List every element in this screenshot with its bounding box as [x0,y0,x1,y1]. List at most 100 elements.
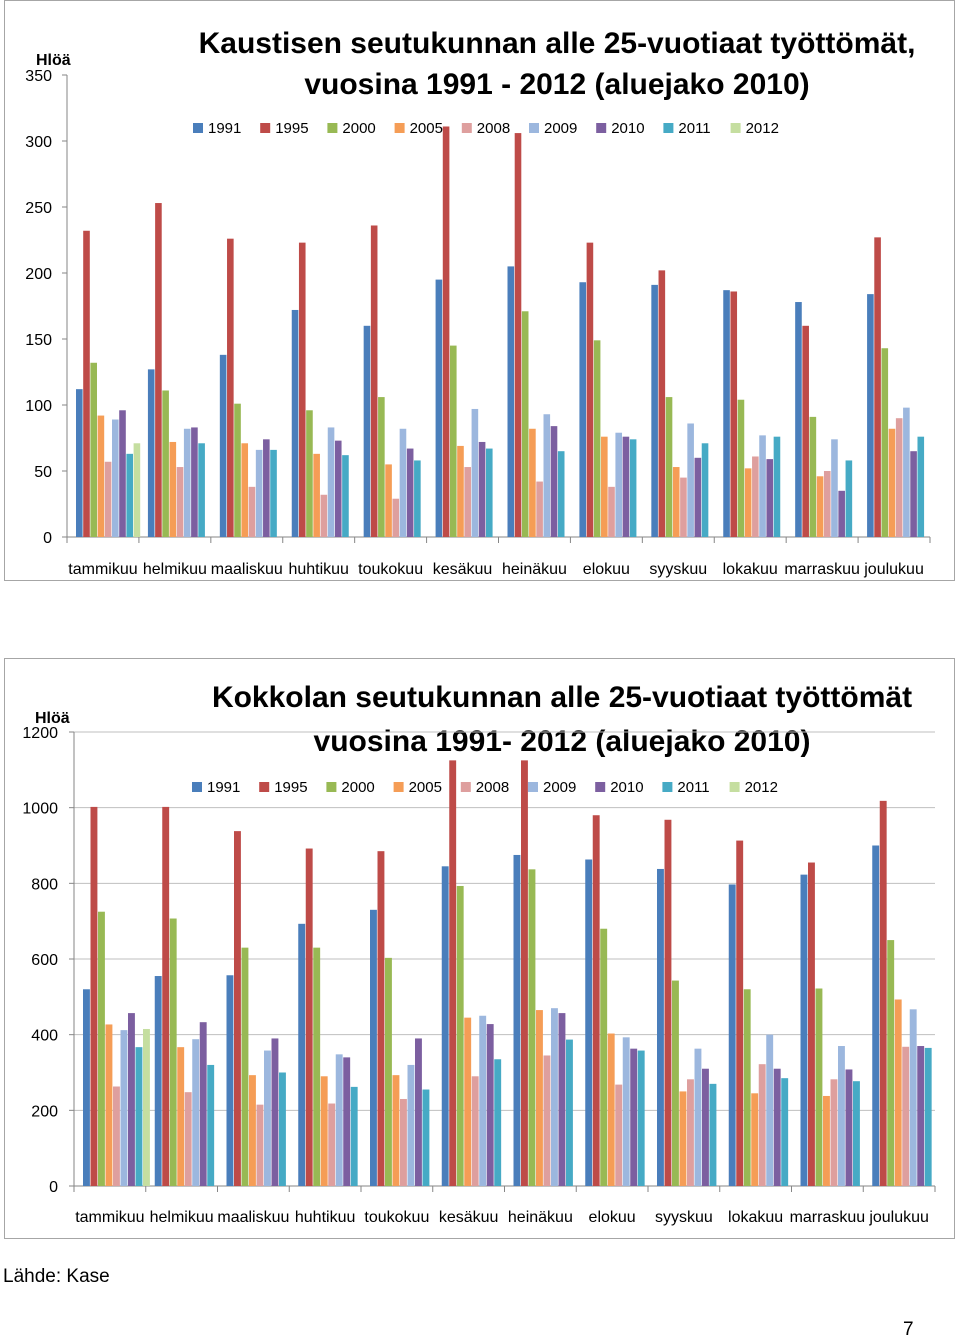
bar-2011 [494,1059,502,1186]
bar-2010 [702,1068,709,1186]
bar-2011 [566,1039,573,1186]
legend-swatch [193,123,203,133]
legend-label: 2008 [476,779,509,796]
legend-swatch [394,123,405,133]
y-axis-label: Hlöä [36,52,71,69]
y-axis-label: Hlöä [35,710,70,727]
x-tick-label: tammikuu [75,1209,144,1226]
bar-1991 [585,859,593,1186]
bar-2010 [128,1013,135,1186]
x-tick-label: toukokuu [364,1209,429,1226]
bar-2011 [279,1072,286,1186]
bar-1995 [658,270,666,537]
x-tick-label: maaliskuu [217,1209,289,1226]
bar-2011 [198,443,205,537]
bar-1995 [521,760,528,1186]
bar-2000 [306,410,313,537]
bar-2012 [133,443,141,537]
bar-2009 [407,1064,415,1186]
bar-2005 [888,428,896,537]
bar-2008 [113,1086,120,1186]
bar-1995 [298,242,306,537]
bar-1995 [377,851,385,1186]
bar-2008 [320,494,328,537]
legend-swatch [595,782,606,792]
bar-1995 [155,203,162,538]
y-tick-label: 150 [25,332,52,349]
bar-2005 [607,1033,615,1186]
bar-2011 [709,1083,717,1186]
bar-2000 [528,869,536,1186]
bar-2009 [766,1034,774,1186]
x-tick-label: syyskuu [655,1209,713,1226]
bar-2011 [773,436,781,537]
bar-2009 [112,419,119,537]
bar-1991 [507,266,515,537]
y-tick-label: 1200 [22,725,58,742]
bar-2011 [270,449,277,537]
legend-label: 2000 [341,779,374,796]
bar-2010 [630,1048,638,1186]
bar-1991 [513,854,521,1186]
bar-2009 [264,1050,271,1186]
bar-2010 [119,410,126,537]
bar-1995 [592,815,600,1186]
bar-2005 [392,1075,400,1186]
bar-1995 [664,819,672,1186]
bar-1995 [83,230,90,537]
bar-2010 [263,439,270,537]
bar-2000 [378,397,385,537]
y-tick-label: 100 [25,398,52,415]
bar-2011 [845,460,853,537]
bar-1991 [435,279,443,537]
x-tick-label: lokakuu [723,561,778,578]
bar-2009 [759,435,766,537]
bar-2010 [550,426,558,537]
bar-2009 [838,1046,845,1186]
bar-2011 [207,1064,215,1186]
x-tick-label: joulukuu [868,1209,929,1226]
chart-title-line-2: vuosina 1991 - 2012 (aluejako 2010) [304,68,809,101]
bar-1995 [808,862,815,1186]
legend-label: 1991 [208,120,241,137]
bar-2008 [464,467,471,537]
bar-2008 [104,461,112,537]
bar-2008 [543,1055,551,1186]
bar-1991 [657,868,664,1186]
x-tick-label: helmikuu [150,1209,214,1226]
chart-bars [83,760,932,1186]
bar-2010 [334,440,342,537]
bar-2011 [135,1047,143,1186]
bar-1995 [90,806,98,1186]
bar-2008 [830,1079,838,1186]
bar-1991 [441,866,449,1186]
bar-1991 [728,884,736,1186]
page-number: 7 [903,1319,914,1340]
y-tick-label: 250 [25,200,52,217]
bar-2010 [199,1022,207,1186]
chart-axes: 0 50 100 150 200 250 300 350 tammikuu helmikuu maa… [25,68,931,578]
bar-2000 [521,311,529,537]
bar-2005 [177,1047,185,1186]
bar-2000 [90,362,97,537]
bar-2010 [773,1068,781,1186]
legend-swatch [461,123,472,133]
bar-2011 [924,1047,932,1186]
legend-label: 2009 [544,120,577,137]
bar-2011 [701,443,709,537]
x-tick-label: marraskuu [784,561,860,578]
bar-2000 [449,345,457,537]
bar-2005 [744,468,752,537]
bar-1995 [879,800,887,1186]
bar-2012 [143,1028,150,1186]
y-tick-label: 400 [31,1028,58,1045]
chart-axes: 0 200 400 600 800 1000 1200 tammikuu helmikuu maa… [22,725,936,1226]
bar-2008 [680,477,687,537]
bar-2000 [98,911,105,1186]
bar-1995 [736,840,744,1186]
bar-2005 [672,467,680,537]
bar-2010 [622,436,630,537]
bar-2011 [557,451,565,537]
bar-2009 [831,439,838,537]
x-tick-label: lokakuu [728,1209,783,1226]
